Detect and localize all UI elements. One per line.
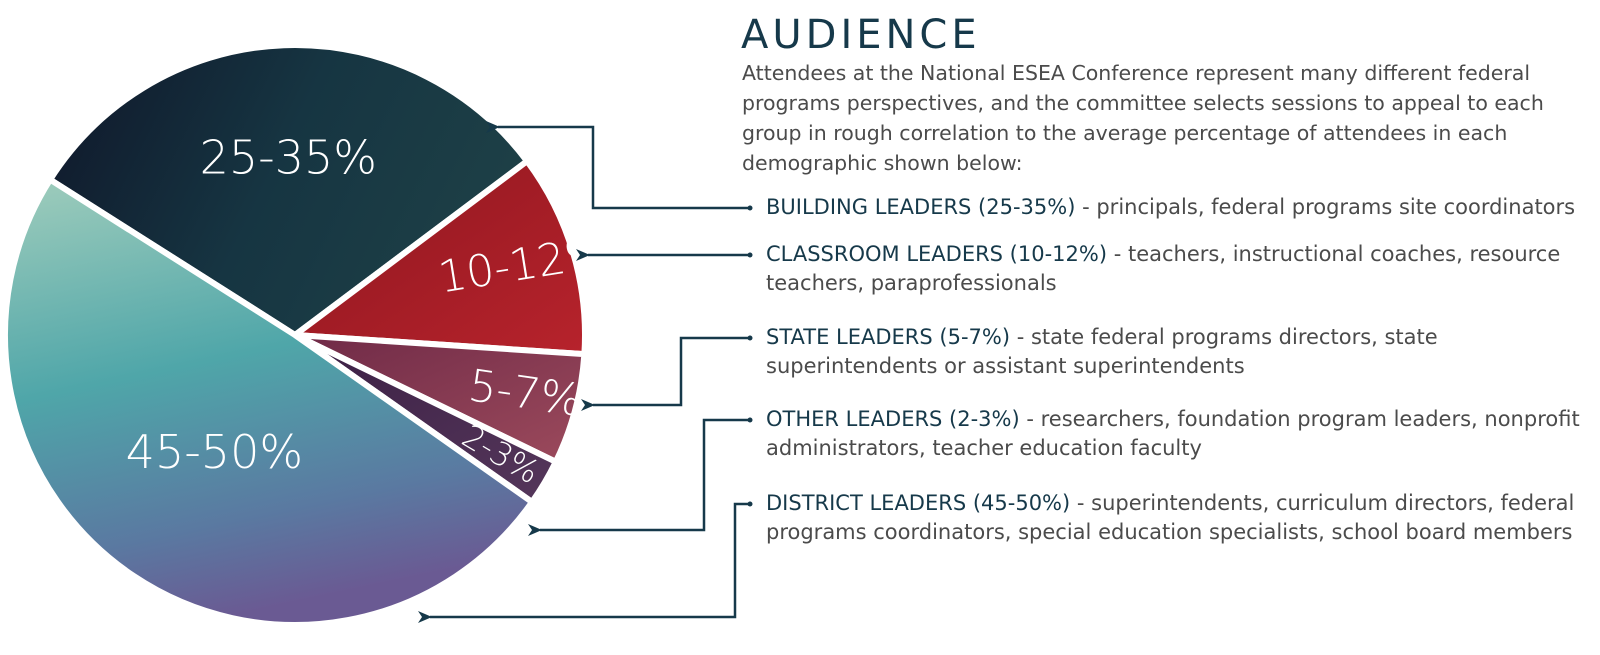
legend-heading: OTHER LEADERS (2-3%) [766,407,1020,431]
bullet-dot [747,417,753,423]
bullet-dot [747,335,753,341]
legend-item-building-leaders: BUILDING LEADERS (25-35%) - principals, … [766,193,1596,222]
legend-item-classroom-leaders: CLASSROOM LEADERS (10-12%) - teachers, i… [766,240,1596,298]
legend-heading: STATE LEADERS (5-7%) [766,325,1011,349]
legend-description: - principals, federal programs site coor… [1075,195,1576,219]
legend-description: - teachers, instructional coaches, resou… [766,242,1561,295]
legend-description: - state federal programs directors, stat… [766,325,1438,378]
bullet-dot [747,501,753,507]
connector-district-leaders [418,502,750,623]
bullet-dot [747,205,753,211]
intro-paragraph: Attendees at the National ESEA Conferenc… [742,61,1544,175]
legend-heading: CLASSROOM LEADERS (10-12%) [766,242,1108,266]
connector-state-leaders [581,336,750,411]
pie-slice-district-leaders [2,176,536,628]
pie-slice-building-leaders [47,42,531,338]
pie-slice-classroom-leaders [292,158,588,358]
legend-item-other-leaders: OTHER LEADERS (2-3%) - researchers, foun… [766,405,1596,463]
legend-heading: BUILDING LEADERS (25-35%) [766,195,1076,219]
connector-building-leaders [486,121,750,210]
pie-slice-label: 45-50% [126,425,303,479]
legend-description: - researchers, foundation program leader… [766,407,1580,460]
bullet-dot [747,252,753,258]
legend-item-state-leaders: STATE LEADERS (5-7%) - state federal pro… [766,323,1596,381]
page-title: AUDIENCE [741,12,981,58]
legend-item-district-leaders: DISTRICT LEADERS (45-50%) - superintende… [766,489,1596,547]
legend-description: - superintendents, curriculum directors,… [766,491,1575,544]
pie-slice-label: 25-35% [200,131,377,185]
legend-heading: DISTRICT LEADERS (45-50%) [766,491,1071,515]
connector-other-leaders [528,418,750,536]
